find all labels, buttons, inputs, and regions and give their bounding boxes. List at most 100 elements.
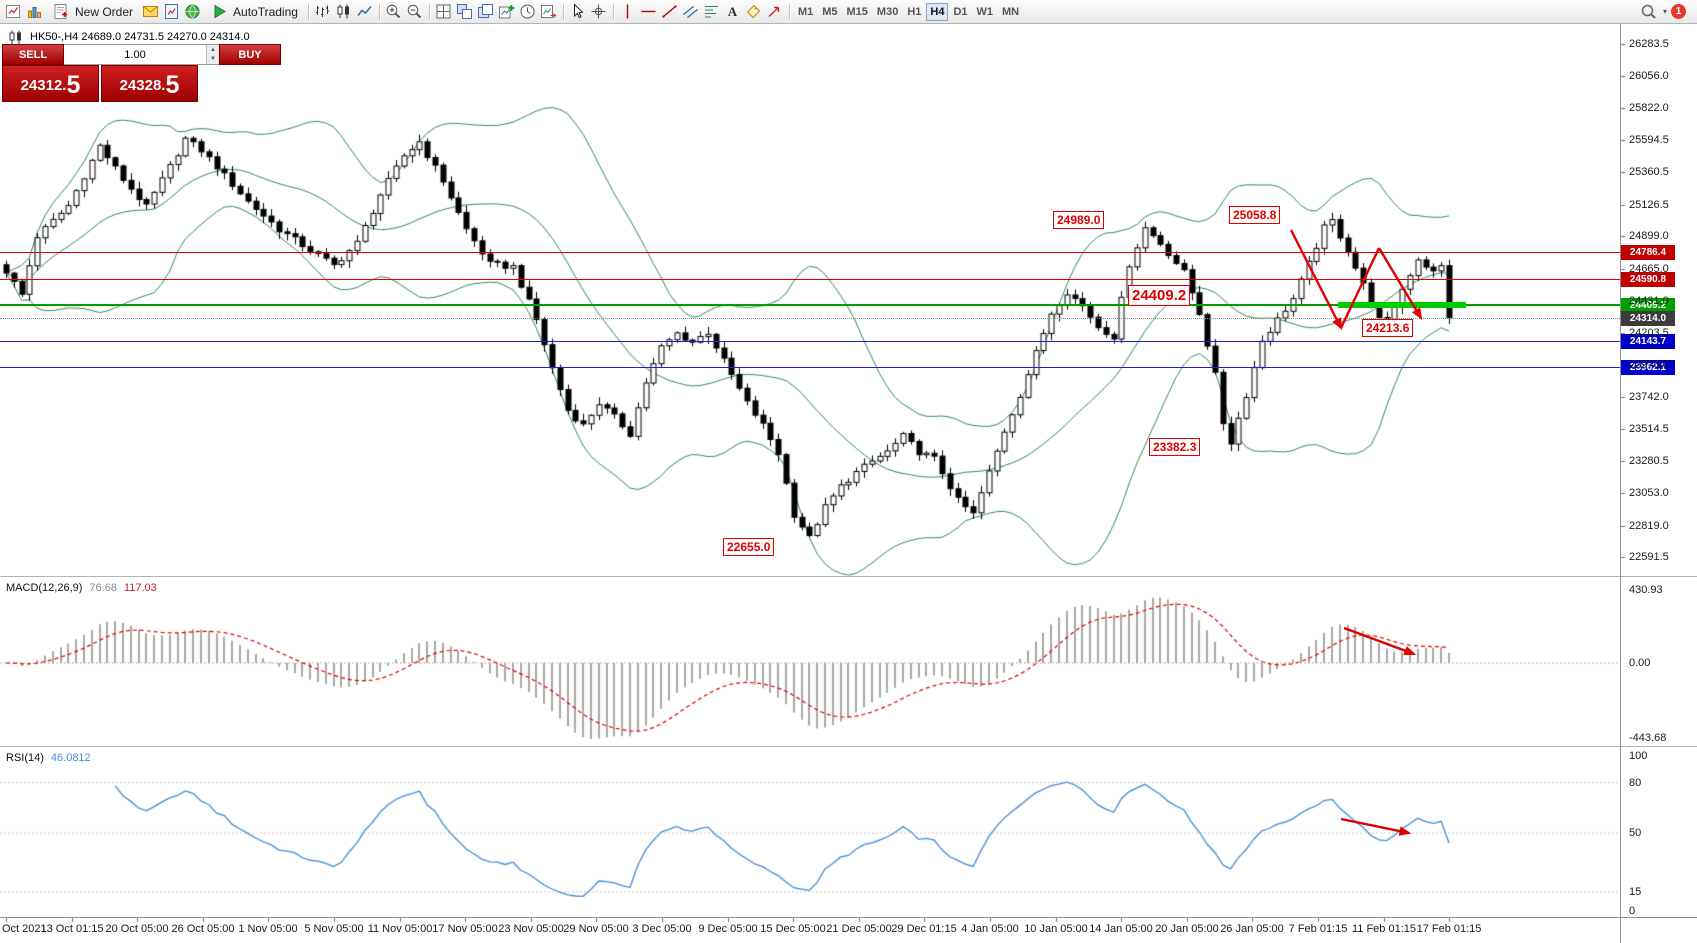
price-level-line[interactable]	[0, 318, 1620, 319]
sell-price-button[interactable]: 24312. 5	[2, 65, 99, 102]
rsi-axis-label: 0	[1629, 905, 1636, 917]
chart-symbol-icon	[5, 27, 25, 47]
cascade-windows-icon[interactable]	[476, 2, 496, 22]
price-axis-label: 22819.0	[1629, 520, 1669, 532]
main-toolbar: New Order AutoTrading A M1 M5 M15 M30 H1 H4 D1 W1 M…	[0, 0, 1697, 24]
bar-chart-icon[interactable]	[313, 2, 333, 22]
rsi-value: 46.0812	[50, 752, 91, 764]
rsi-axis-label: 100	[1629, 750, 1648, 762]
search-dropdown-caret[interactable]: ▾	[1662, 7, 1667, 16]
channel-icon[interactable]	[681, 2, 701, 22]
tile-windows-icon[interactable]	[434, 2, 454, 22]
data-window-icon[interactable]	[161, 2, 181, 22]
date-axis-label: 11 Feb 01:15	[1351, 923, 1417, 935]
price-annotation[interactable]: 23382.3	[1149, 438, 1201, 456]
price-axis-label: 24899.0	[1629, 230, 1669, 242]
search-icon[interactable]	[1639, 2, 1659, 22]
date-axis-label: 26 Oct 05:00	[171, 923, 235, 935]
price-level-line[interactable]	[0, 252, 1620, 253]
price-axis-label: 24203.5	[1629, 327, 1669, 339]
rsi-axis-label: 50	[1629, 827, 1642, 839]
trade-panel-price-row: 24312. 5 24328. 5	[2, 65, 198, 102]
timeframe-h4[interactable]: H4	[926, 2, 949, 21]
macd-signal-value: 117.03	[123, 582, 157, 594]
price-axis-label: 25360.5	[1629, 166, 1669, 178]
sell-button[interactable]: SELL	[2, 44, 64, 65]
price-axis-tag: 24590.8	[1621, 272, 1675, 287]
price-annotation[interactable]: 24989.0	[1053, 211, 1105, 229]
crosshair-icon[interactable]	[589, 2, 609, 22]
buy-price-last-digit: 5	[165, 71, 180, 99]
price-level-line[interactable]	[0, 304, 1620, 306]
timeframe-m1[interactable]: M1	[797, 5, 814, 18]
toolbar-separator	[378, 3, 380, 20]
horizontal-line-icon[interactable]	[639, 2, 659, 22]
text-tool-icon[interactable]: A	[723, 2, 743, 22]
community-icon[interactable]	[182, 2, 202, 22]
toolbar-right-group: ▾ 1	[1639, 2, 1694, 22]
pane-separator-rsi[interactable]	[0, 746, 1697, 748]
line-chart-icon[interactable]	[355, 2, 375, 22]
price-annotation[interactable]: 22655.0	[723, 538, 775, 556]
price-axis-label: 25594.5	[1629, 134, 1669, 146]
cursor-icon[interactable]	[568, 2, 588, 22]
vertical-line-icon[interactable]	[618, 2, 638, 22]
timeframe-d1[interactable]: D1	[953, 5, 968, 18]
support-highlight-segment[interactable]	[1338, 302, 1466, 308]
macd-axis-label: 0.00	[1629, 657, 1651, 669]
price-chart-canvas[interactable]	[0, 24, 1697, 943]
rsi-indicator-label: RSI(14) 46.0812	[4, 752, 93, 764]
date-axis-label: 11 Nov 05:00	[367, 923, 433, 935]
price-level-line[interactable]	[0, 279, 1620, 280]
price-annotation[interactable]: 25058.8	[1229, 206, 1281, 224]
buy-button[interactable]: BUY	[219, 44, 281, 65]
autotrading-button[interactable]: AutoTrading	[203, 2, 304, 22]
price-axis-label: 23976.0	[1629, 359, 1669, 371]
rsi-axis-label: 15	[1629, 886, 1642, 898]
svg-text:A: A	[728, 4, 738, 19]
toolbar-separator	[612, 3, 614, 20]
macd-axis-label: -443.68	[1629, 732, 1667, 744]
chart-period-icon[interactable]	[518, 2, 538, 22]
candlestick-chart-icon[interactable]	[334, 2, 354, 22]
timeframe-w1[interactable]: W1	[976, 5, 994, 18]
timeframe-h1[interactable]: H1	[907, 5, 922, 18]
macd-indicator-label: MACD(12,26,9) 76.68 117.03	[4, 582, 159, 594]
arrange-windows-icon[interactable]	[455, 2, 475, 22]
price-annotation[interactable]: 24409.2	[1128, 285, 1191, 306]
label-tool-icon[interactable]	[744, 2, 764, 22]
new-chart-icon[interactable]	[497, 2, 517, 22]
pane-separator-macd[interactable]	[0, 576, 1697, 578]
zoom-out-icon[interactable]	[405, 2, 425, 22]
fibonacci-icon[interactable]	[702, 2, 722, 22]
price-annotation[interactable]: 24213.6	[1362, 319, 1414, 337]
price-axis-tag: 24314.0	[1621, 311, 1675, 326]
date-axis-label: 14 Jan 05:00	[1089, 923, 1153, 935]
timeframe-m30[interactable]: M30	[876, 5, 899, 18]
new-order-button-label: New Order	[75, 4, 134, 19]
buy-price-button[interactable]: 24328. 5	[101, 65, 198, 102]
trendline-icon[interactable]	[660, 2, 680, 22]
timeframe-mn[interactable]: MN	[1002, 5, 1020, 18]
notification-badge[interactable]: 1	[1671, 4, 1686, 19]
chart-window-icon[interactable]	[3, 2, 23, 22]
buy-price: 24328.	[119, 77, 166, 94]
shapes-tool-icon[interactable]	[765, 2, 785, 22]
profile-charts-icon[interactable]	[24, 2, 44, 22]
timeframe-m5[interactable]: M5	[822, 5, 838, 18]
volume-spinner: ▲ ▼	[206, 45, 219, 64]
mailbox-icon[interactable]	[140, 2, 160, 22]
zoom-in-icon[interactable]	[384, 2, 404, 22]
volume-control: ▲ ▼	[64, 44, 219, 65]
volume-up-button[interactable]: ▲	[207, 45, 219, 55]
price-level-line[interactable]	[0, 341, 1620, 342]
new-order-button[interactable]: New Order	[45, 2, 139, 22]
template-icon[interactable]	[539, 2, 559, 22]
volume-input[interactable]	[64, 45, 206, 64]
date-axis-label: 29 Nov 05:00	[563, 923, 629, 935]
date-axis-label: 23 Nov 05:00	[498, 923, 564, 935]
date-axis-label: 7 Feb 01:15	[1288, 923, 1348, 935]
timeframe-m15[interactable]: M15	[846, 5, 868, 18]
price-level-line[interactable]	[0, 367, 1620, 368]
volume-down-button[interactable]: ▼	[207, 54, 219, 64]
